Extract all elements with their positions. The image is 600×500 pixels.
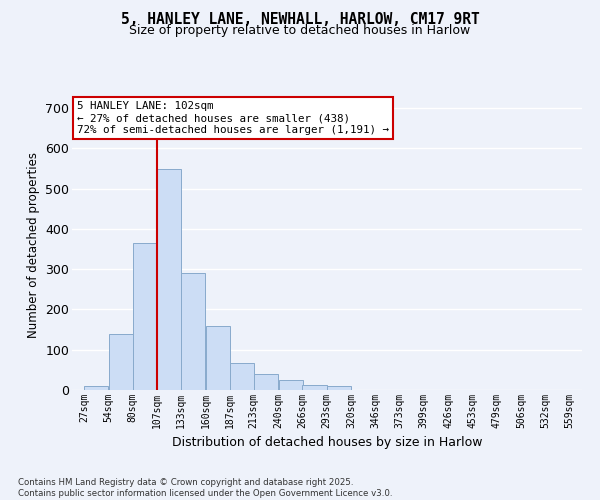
Bar <box>157 169 181 390</box>
X-axis label: Distribution of detached houses by size in Harlow: Distribution of detached houses by size … <box>172 436 482 450</box>
Text: Size of property relative to detached houses in Harlow: Size of property relative to detached ho… <box>130 24 470 37</box>
Bar <box>206 326 230 390</box>
Text: 5, HANLEY LANE, NEWHALL, HARLOW, CM17 9RT: 5, HANLEY LANE, NEWHALL, HARLOW, CM17 9R… <box>121 12 479 28</box>
Bar <box>302 385 326 390</box>
Bar <box>278 380 303 390</box>
Bar <box>230 364 254 390</box>
Bar <box>181 273 205 390</box>
Bar <box>85 386 109 390</box>
Bar <box>109 334 133 390</box>
Bar <box>254 374 278 390</box>
Text: Contains HM Land Registry data © Crown copyright and database right 2025.
Contai: Contains HM Land Registry data © Crown c… <box>18 478 392 498</box>
Y-axis label: Number of detached properties: Number of detached properties <box>26 152 40 338</box>
Text: 5 HANLEY LANE: 102sqm
← 27% of detached houses are smaller (438)
72% of semi-det: 5 HANLEY LANE: 102sqm ← 27% of detached … <box>77 102 389 134</box>
Bar <box>327 386 351 390</box>
Bar <box>133 243 157 390</box>
